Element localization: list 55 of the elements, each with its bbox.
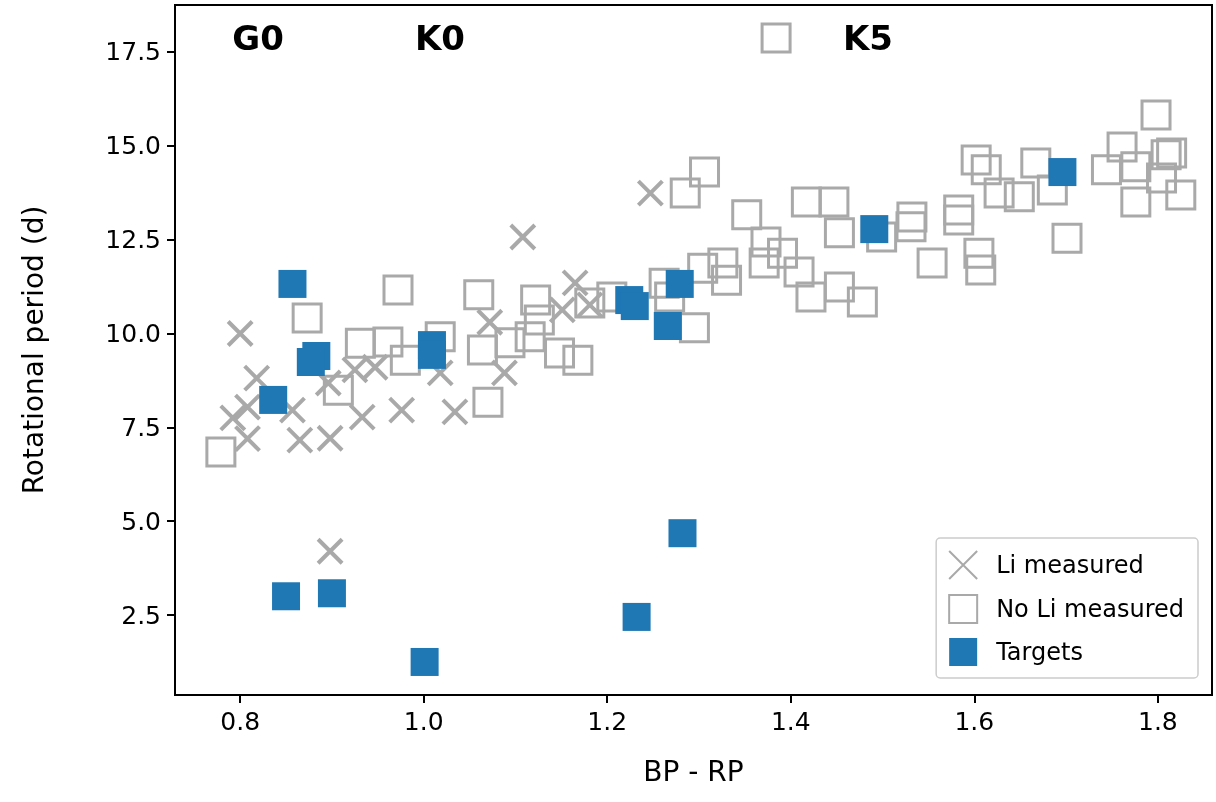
point <box>361 353 390 382</box>
point <box>475 308 504 337</box>
y-tick-label: 7.5 <box>121 412 161 442</box>
point <box>561 268 590 297</box>
x-tick-label: 0.8 <box>220 707 261 736</box>
point <box>340 355 369 384</box>
annotation: K5 <box>842 18 894 58</box>
point <box>575 290 604 319</box>
point <box>636 179 665 208</box>
point <box>259 385 288 414</box>
x-tick-label: 1.0 <box>403 707 444 736</box>
point <box>668 519 697 548</box>
point <box>490 358 519 387</box>
x-tick-label: 1.4 <box>770 707 811 736</box>
point <box>1048 158 1077 187</box>
x-tick-label: 1.2 <box>587 707 628 736</box>
y-tick-label: 12.5 <box>105 225 161 255</box>
x-axis-title: BP - RP <box>643 754 744 788</box>
point <box>285 426 314 455</box>
point <box>653 311 682 340</box>
point <box>508 223 537 251</box>
y-tick-label: 2.5 <box>121 600 161 630</box>
point <box>296 348 325 377</box>
point <box>665 269 694 298</box>
point <box>233 424 262 453</box>
x-tick-label: 1.6 <box>954 707 995 736</box>
point <box>278 269 307 298</box>
point <box>348 403 377 432</box>
legend-label: Li measured <box>996 551 1144 579</box>
point <box>417 340 446 369</box>
point <box>622 602 651 631</box>
point <box>860 215 889 244</box>
point <box>233 393 262 422</box>
y-tick-label: 15.0 <box>105 131 161 161</box>
y-tick-label: 5.0 <box>121 506 161 536</box>
point <box>410 647 439 676</box>
annotation: K0 <box>414 18 466 58</box>
point <box>387 396 416 425</box>
x-tick-label: 1.8 <box>1137 707 1178 736</box>
point <box>316 424 345 453</box>
point <box>226 319 255 348</box>
point <box>272 582 301 611</box>
y-axis-title: Rotational period (d) <box>16 205 50 495</box>
point <box>440 397 469 426</box>
legend-label: Targets <box>995 638 1083 666</box>
point <box>548 295 577 324</box>
point <box>242 364 271 393</box>
legend-label: No Li measured <box>996 595 1184 623</box>
point <box>218 403 247 432</box>
annotation: G0 <box>232 18 284 58</box>
y-tick-label: 17.5 <box>105 37 161 67</box>
point <box>316 537 345 566</box>
y-tick-label: 10.0 <box>105 318 161 348</box>
point <box>620 292 649 321</box>
point <box>317 579 346 608</box>
